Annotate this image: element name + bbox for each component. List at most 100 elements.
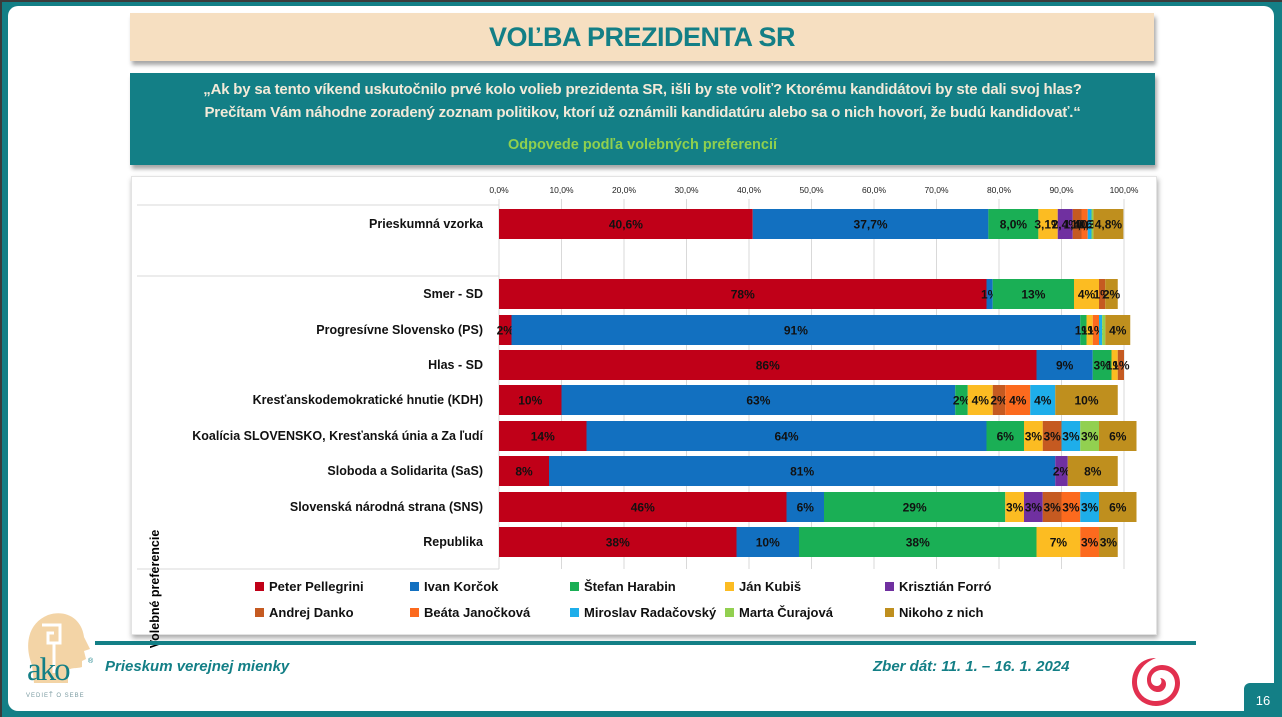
bar-segment <box>499 315 512 345</box>
data-label: 3% <box>1043 430 1061 444</box>
legend-label: Nikoho z nich <box>899 605 984 620</box>
data-label: 4% <box>1078 288 1096 302</box>
bar-segment <box>1117 350 1124 380</box>
legend-item: Andrej Danko <box>255 605 354 620</box>
legend-swatch <box>725 608 734 617</box>
legend-swatch <box>885 608 894 617</box>
legend-item: Beáta Janočková <box>410 605 530 620</box>
legend-item: Štefan Harabin <box>570 579 676 594</box>
data-label: 10% <box>1074 394 1098 408</box>
bar-segment <box>992 385 1006 415</box>
data-label: 2% <box>497 324 515 338</box>
data-label: 78% <box>731 288 755 302</box>
data-label: 1% <box>1112 359 1130 373</box>
x-tick-label: 100,0% <box>1110 185 1139 195</box>
data-label: 3% <box>1100 536 1118 550</box>
bar-segment <box>1080 315 1087 345</box>
bar-segment <box>1042 492 1062 522</box>
data-label: 4% <box>1034 394 1052 408</box>
data-label: 8% <box>1084 465 1102 479</box>
bar-segment <box>1091 209 1094 239</box>
bar-segment <box>1087 209 1092 239</box>
bar-segment <box>1080 527 1099 557</box>
x-tick-label: 70,0% <box>924 185 949 195</box>
legend-label: Miroslav Radačovský <box>584 605 717 620</box>
bar-segment <box>1072 209 1082 239</box>
legend-swatch <box>410 582 419 591</box>
category-label: Republika <box>423 535 484 549</box>
title-banner: VOĽBA PREZIDENTA SR <box>130 13 1154 61</box>
data-label: 40,6% <box>609 218 643 232</box>
data-label: 3% <box>1081 430 1099 444</box>
bar-segment <box>499 492 787 522</box>
page-number: 16 <box>1244 683 1282 717</box>
legend-item: Marta Čurajová <box>725 605 833 620</box>
bar-segment <box>1061 492 1081 522</box>
bar-segment <box>988 209 1039 239</box>
bar-segment <box>1042 421 1062 451</box>
bar-segment <box>1057 209 1073 239</box>
question-line-2: Prečítam Vám náhodne zoradený zoznam pol… <box>204 104 1081 121</box>
data-label: 3% <box>1025 430 1043 444</box>
bar-segment <box>1099 279 1106 309</box>
data-label: 4% <box>1109 324 1127 338</box>
stacked-bar-chart: 0,0% 10,0% 20,0% 30,0% 40,0% 50,0% 60,0% 70,0% 8… <box>137 185 1139 570</box>
legend-item: Miroslav Radačovský <box>570 605 716 620</box>
bar-segment <box>1024 492 1043 522</box>
chart-container: 0,0% 10,0% 20,0% 30,0% 40,0% 50,0% 60,0% 70,0% 8… <box>131 176 1157 648</box>
x-tick-label: 40,0% <box>737 185 762 195</box>
bar-segment <box>1080 421 1099 451</box>
survey-label: Prieskum verejnej mienky <box>105 658 290 675</box>
legend-label: Marta Čurajová <box>739 605 833 620</box>
data-label: 7% <box>1050 536 1068 550</box>
data-label: 38% <box>906 536 930 550</box>
data-label: 6% <box>997 430 1015 444</box>
bar-segment <box>1111 350 1118 380</box>
bar-segment <box>586 421 987 451</box>
bar-segment <box>499 279 987 309</box>
x-tick-label: 10,0% <box>549 185 574 195</box>
data-label: 2% <box>1053 465 1071 479</box>
bar-segment <box>1099 421 1137 451</box>
bar-segment <box>1105 279 1118 309</box>
data-label: 46% <box>631 501 655 515</box>
data-label: 6% <box>1109 501 1127 515</box>
legend-item: Ivan Korčok <box>410 579 498 594</box>
bar-segment <box>499 209 753 239</box>
bar-segment <box>1092 350 1112 380</box>
bar-segment <box>499 350 1037 380</box>
bar-segment <box>992 279 1074 309</box>
ako-logo-head-icon <box>28 613 91 683</box>
bar-segment <box>824 492 1006 522</box>
page-title: VOĽBA PREZIDENTA SR <box>488 21 796 52</box>
bar-segment <box>499 385 562 415</box>
legend-swatch <box>570 582 579 591</box>
data-label: 3% <box>1025 501 1043 515</box>
bar-segment <box>1092 315 1099 345</box>
data-label: 8,0% <box>1000 218 1028 232</box>
x-tick-label: 50,0% <box>799 185 824 195</box>
bar-segment <box>799 527 1037 557</box>
legend-label: Beáta Janočková <box>424 605 531 620</box>
bar-segment <box>1086 315 1093 345</box>
footer-divider <box>95 641 1196 645</box>
bar-segment <box>1099 492 1137 522</box>
legend-swatch <box>255 608 264 617</box>
bar-segment <box>1055 456 1068 486</box>
data-label: 3% <box>1062 501 1080 515</box>
legend-item: Peter Pellegrini <box>255 579 364 594</box>
bar-segment <box>1024 421 1043 451</box>
bar-segment <box>1074 279 1099 309</box>
question-line-1: „Ak by sa tento víkend uskutočnilo prvé … <box>203 81 1082 98</box>
bar-segment <box>1105 315 1131 345</box>
x-tick-label: 80,0% <box>987 185 1012 195</box>
bar-segment <box>1080 492 1099 522</box>
ako-logo-text: ako <box>27 652 71 688</box>
joj-swirl-logo-icon <box>1132 658 1180 706</box>
data-label: 4,8% <box>1095 218 1123 232</box>
bar-segment <box>1081 209 1088 239</box>
data-label: 6% <box>797 501 815 515</box>
data-label: 37,7% <box>854 218 888 232</box>
bar-segment <box>955 385 968 415</box>
category-label: Kresťanskodemokratické hnutie (KDH) <box>253 393 483 407</box>
